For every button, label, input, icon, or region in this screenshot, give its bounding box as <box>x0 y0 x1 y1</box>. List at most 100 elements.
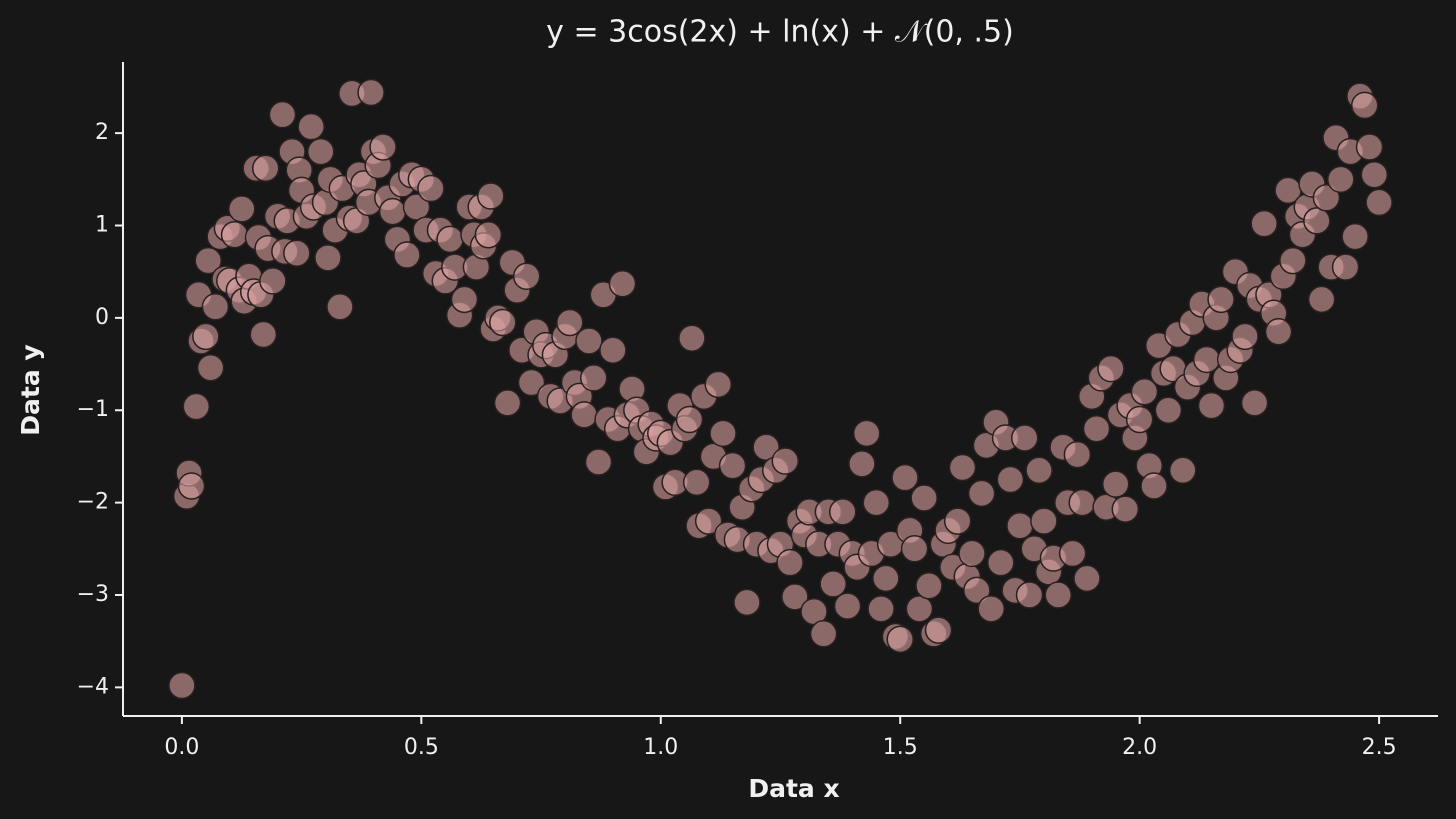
point <box>249 320 278 349</box>
point <box>220 220 249 249</box>
point <box>477 182 505 210</box>
point <box>1101 470 1130 498</box>
y-tick-label: −4 <box>77 674 109 699</box>
point <box>1154 396 1183 424</box>
point <box>1097 354 1125 383</box>
point <box>977 595 1005 623</box>
point <box>192 322 220 351</box>
point <box>1015 581 1044 609</box>
point <box>958 539 986 568</box>
y-tick-label: −3 <box>77 582 109 607</box>
point <box>1197 391 1226 420</box>
chart-title: y = 3cos(2x) + ln(x) + 𝒩(0, .5) <box>546 15 1014 50</box>
point <box>201 293 230 321</box>
point <box>886 625 914 654</box>
point <box>675 405 704 434</box>
point <box>378 197 407 226</box>
point <box>326 293 354 321</box>
point <box>402 193 431 221</box>
point <box>1068 488 1096 517</box>
point <box>599 336 627 364</box>
point <box>307 137 335 166</box>
point <box>1058 539 1087 568</box>
point <box>781 583 809 611</box>
point <box>867 595 895 623</box>
point <box>575 327 603 355</box>
point <box>678 324 706 352</box>
point <box>369 133 397 161</box>
point <box>556 308 584 337</box>
point <box>862 488 891 517</box>
point <box>517 368 546 397</box>
point <box>1240 389 1269 417</box>
point <box>1264 317 1293 346</box>
point <box>584 448 613 476</box>
point <box>963 576 991 605</box>
point <box>1030 507 1058 535</box>
point <box>1140 472 1168 500</box>
point <box>493 389 522 417</box>
point <box>872 564 900 593</box>
point <box>1169 456 1197 485</box>
point <box>819 570 847 598</box>
y-tick-label: −1 <box>77 397 109 422</box>
point <box>924 616 953 644</box>
point <box>1082 414 1111 443</box>
point <box>228 195 256 223</box>
point <box>809 620 838 648</box>
point <box>948 453 977 482</box>
point <box>709 419 737 448</box>
point <box>1111 495 1140 523</box>
point <box>776 548 804 577</box>
point <box>608 269 637 298</box>
y-axis-label: Data y <box>16 344 45 435</box>
x-tick-label: 1.5 <box>883 735 918 760</box>
y-tick-label: −2 <box>77 490 109 515</box>
point <box>1073 564 1101 593</box>
point <box>1365 188 1393 217</box>
point <box>579 364 608 392</box>
point <box>1307 285 1336 314</box>
point <box>512 262 541 291</box>
point <box>1006 511 1034 540</box>
point <box>694 507 723 535</box>
point <box>967 479 996 508</box>
point <box>987 548 1015 577</box>
point <box>314 244 342 272</box>
x-tick-label: 1.0 <box>643 735 678 760</box>
point <box>1341 222 1369 251</box>
point <box>1063 440 1092 469</box>
point <box>733 588 761 617</box>
point <box>1025 456 1053 485</box>
point <box>1207 285 1235 314</box>
point <box>259 267 287 295</box>
point <box>771 447 800 475</box>
x-tick-label: 0.5 <box>404 735 439 760</box>
point <box>1231 322 1259 351</box>
point <box>891 463 919 492</box>
point <box>1360 160 1389 189</box>
point <box>251 154 280 182</box>
point <box>1044 581 1072 609</box>
y-tick-label: 2 <box>95 120 109 145</box>
point <box>1355 133 1384 161</box>
point <box>905 595 934 623</box>
point <box>900 535 929 563</box>
point <box>1312 184 1341 212</box>
point <box>1331 253 1360 281</box>
point <box>848 450 876 478</box>
point <box>752 433 780 461</box>
point <box>943 507 972 535</box>
point <box>1303 207 1331 235</box>
point <box>177 472 206 500</box>
x-tick-label: 2.0 <box>1122 735 1157 760</box>
point <box>1125 405 1154 434</box>
y-tick-label: 1 <box>95 213 109 238</box>
point <box>910 484 938 512</box>
point <box>1327 165 1355 194</box>
point <box>829 498 857 526</box>
point <box>297 112 325 141</box>
point <box>417 174 445 203</box>
point <box>393 241 421 269</box>
